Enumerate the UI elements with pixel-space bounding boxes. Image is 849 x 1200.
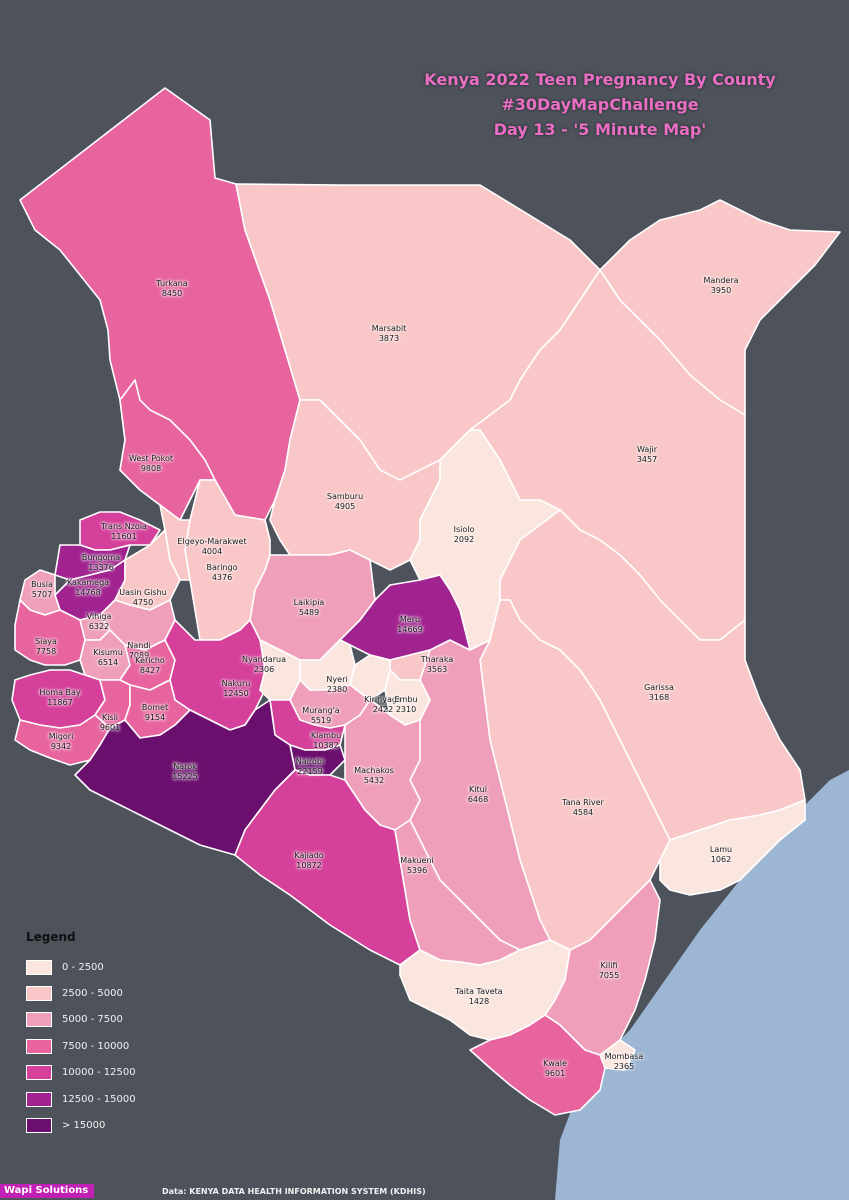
legend-item: 7500 - 10000 (26, 1033, 136, 1059)
map-title-line1: Kenya 2022 Teen Pregnancy By County (424, 70, 776, 89)
data-source: Data: KENYA DATA HEALTH INFORMATION SYST… (162, 1187, 426, 1196)
indian-ocean (555, 770, 849, 1200)
county-lamu (659, 799, 806, 896)
county-kirinyaga (349, 654, 391, 701)
legend-item: 2500 - 5000 (26, 980, 136, 1006)
legend-item: > 15000 (26, 1112, 136, 1138)
legend-swatch (26, 1038, 52, 1054)
brand-badge: Wapi Solutions (0, 1184, 95, 1198)
legend-swatch (26, 959, 52, 975)
legend-label: 5000 - 7500 (62, 1014, 123, 1026)
legend-swatch (26, 1065, 52, 1081)
legend-title: Legend (26, 930, 76, 944)
legend-item: 5000 - 7500 (26, 1007, 136, 1033)
county-narok (74, 699, 296, 856)
legend-label: 12500 - 15000 (62, 1093, 136, 1105)
legend-item: 12500 - 15000 (26, 1086, 136, 1112)
county-kilifi (544, 879, 661, 1056)
legend-label: 0 - 2500 (62, 961, 104, 973)
legend-swatch (26, 986, 52, 1002)
legend-item: 0 - 2500 (26, 954, 136, 980)
legend-swatch (26, 1118, 52, 1134)
map-title-line3: Day 13 - '5 Minute Map' (493, 120, 707, 139)
legend-swatch (26, 1091, 52, 1107)
legend-label: 10000 - 12500 (62, 1067, 136, 1079)
county-kwale (469, 1014, 606, 1116)
county-trans-nzoia (79, 511, 161, 551)
map-title-line2: #30DayMapChallenge (501, 95, 699, 114)
legend-label: 2500 - 5000 (62, 988, 123, 1000)
legend-item: 10000 - 12500 (26, 1060, 136, 1086)
county-kajiado (234, 769, 421, 966)
legend-swatch (26, 1012, 52, 1028)
legend-label: 7500 - 10000 (62, 1040, 130, 1052)
legend: Legend 0 - 2500 2500 - 5000 5000 - 7500 750… (26, 930, 136, 1139)
legend-label: > 15000 (62, 1120, 106, 1132)
